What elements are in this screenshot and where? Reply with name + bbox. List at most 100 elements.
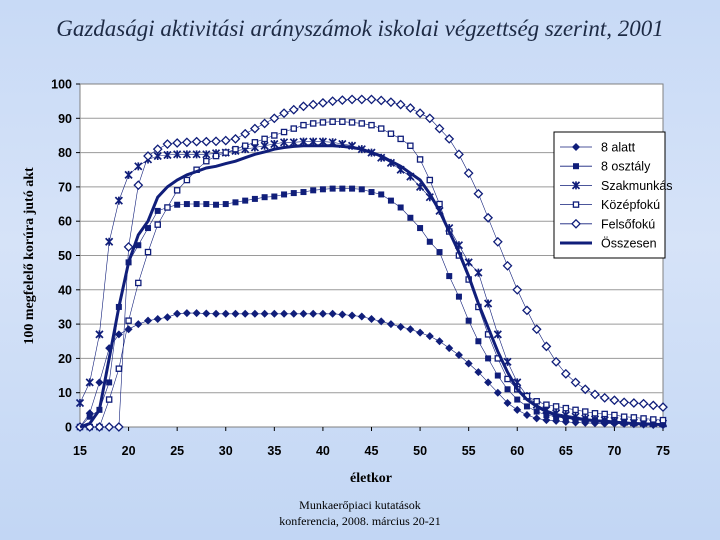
data-point xyxy=(349,185,356,192)
legend-box xyxy=(553,131,666,259)
data-point xyxy=(220,135,231,146)
series-összesen xyxy=(79,144,664,429)
data-point xyxy=(650,416,657,423)
data-point xyxy=(377,125,385,132)
data-point xyxy=(473,188,484,199)
legend-entry: Szakmunkás xyxy=(560,179,673,193)
x-tick-label: 60 xyxy=(510,444,524,458)
data-point xyxy=(308,99,319,110)
legend-entry: Összesen xyxy=(560,237,657,251)
data-point xyxy=(144,248,152,256)
data-point xyxy=(347,94,357,105)
data-point xyxy=(552,403,560,410)
data-point xyxy=(407,214,414,221)
data-point xyxy=(590,389,600,400)
y-axis-ticks: 0 10 20 30 40 50 60 70 80 90 100 xyxy=(51,78,80,435)
data-point xyxy=(281,191,288,198)
data-point xyxy=(483,212,494,223)
data-point xyxy=(551,356,562,367)
slide-title: Gazdasági aktivitási arányszámok iskolai… xyxy=(56,16,664,41)
series-line xyxy=(79,144,664,429)
data-point xyxy=(377,317,386,326)
data-point xyxy=(261,135,268,143)
legend-entry: Középfokú xyxy=(560,198,660,212)
data-point xyxy=(619,397,630,408)
data-point xyxy=(445,344,454,353)
data-point xyxy=(113,422,124,432)
data-point xyxy=(329,118,336,125)
x-tick-label: 25 xyxy=(170,444,184,458)
data-point xyxy=(339,185,346,192)
data-point xyxy=(106,379,113,386)
x-tick-label: 30 xyxy=(219,444,233,458)
chart: 0 10 20 30 40 50 60 70 80 90 100 15 20 25 30 35 40 45 50 5… xyxy=(22,78,673,487)
data-point xyxy=(533,408,540,415)
data-point xyxy=(580,384,591,395)
data-point xyxy=(125,317,132,324)
data-point xyxy=(465,317,472,324)
data-point xyxy=(464,359,473,368)
data-point xyxy=(386,320,395,329)
data-point xyxy=(203,201,210,208)
data-point xyxy=(543,411,550,418)
y-tick-label: 20 xyxy=(58,352,72,366)
data-point xyxy=(368,189,375,196)
data-point xyxy=(172,138,183,148)
data-point xyxy=(240,128,251,139)
data-point xyxy=(309,120,317,127)
data-point xyxy=(75,398,85,408)
data-point xyxy=(572,143,580,151)
y-tick-label: 40 xyxy=(58,283,72,297)
legend-label: Összesen xyxy=(601,237,657,251)
data-point xyxy=(242,197,249,204)
data-point xyxy=(143,151,153,161)
data-point xyxy=(329,185,336,192)
data-point xyxy=(504,386,511,393)
data-point xyxy=(193,201,200,208)
data-point xyxy=(230,133,241,144)
data-point xyxy=(114,196,123,205)
data-point xyxy=(182,309,191,318)
data-point xyxy=(211,136,221,147)
data-point xyxy=(135,279,142,287)
legend-label: 8 alatt xyxy=(601,141,636,155)
data-point xyxy=(532,414,541,423)
data-point xyxy=(436,249,443,256)
data-point xyxy=(319,186,326,193)
data-point xyxy=(454,350,463,359)
legend-entry: Felsőfokú xyxy=(560,217,655,231)
data-point xyxy=(357,312,366,321)
data-point xyxy=(493,388,502,397)
data-point xyxy=(183,201,190,208)
data-point xyxy=(366,94,377,105)
data-point xyxy=(503,398,512,407)
data-point xyxy=(415,108,426,119)
data-point xyxy=(560,368,571,379)
data-point xyxy=(250,309,259,318)
y-tick-label: 60 xyxy=(58,215,72,229)
y-tick-label: 10 xyxy=(58,386,72,400)
data-point xyxy=(387,197,394,204)
data-point xyxy=(378,191,385,198)
data-point xyxy=(173,150,182,159)
data-point xyxy=(522,305,532,316)
series-felsőfokú xyxy=(75,94,668,432)
data-point xyxy=(251,195,258,202)
x-tick-label: 55 xyxy=(462,444,476,458)
data-point xyxy=(279,108,289,119)
data-point xyxy=(241,142,249,149)
data-point xyxy=(300,121,307,129)
data-point xyxy=(163,150,172,160)
data-point xyxy=(173,187,181,194)
data-point xyxy=(611,411,618,419)
y-axis-label: 100 megfelelő korúra jutó akt xyxy=(22,167,37,345)
x-tick-label: 15 xyxy=(73,444,87,458)
data-point xyxy=(531,324,542,335)
data-point xyxy=(115,365,123,372)
data-point xyxy=(271,193,278,200)
data-point xyxy=(640,415,647,422)
data-point xyxy=(290,190,297,197)
data-point xyxy=(279,138,289,147)
data-point xyxy=(348,119,356,126)
data-point xyxy=(513,405,522,414)
